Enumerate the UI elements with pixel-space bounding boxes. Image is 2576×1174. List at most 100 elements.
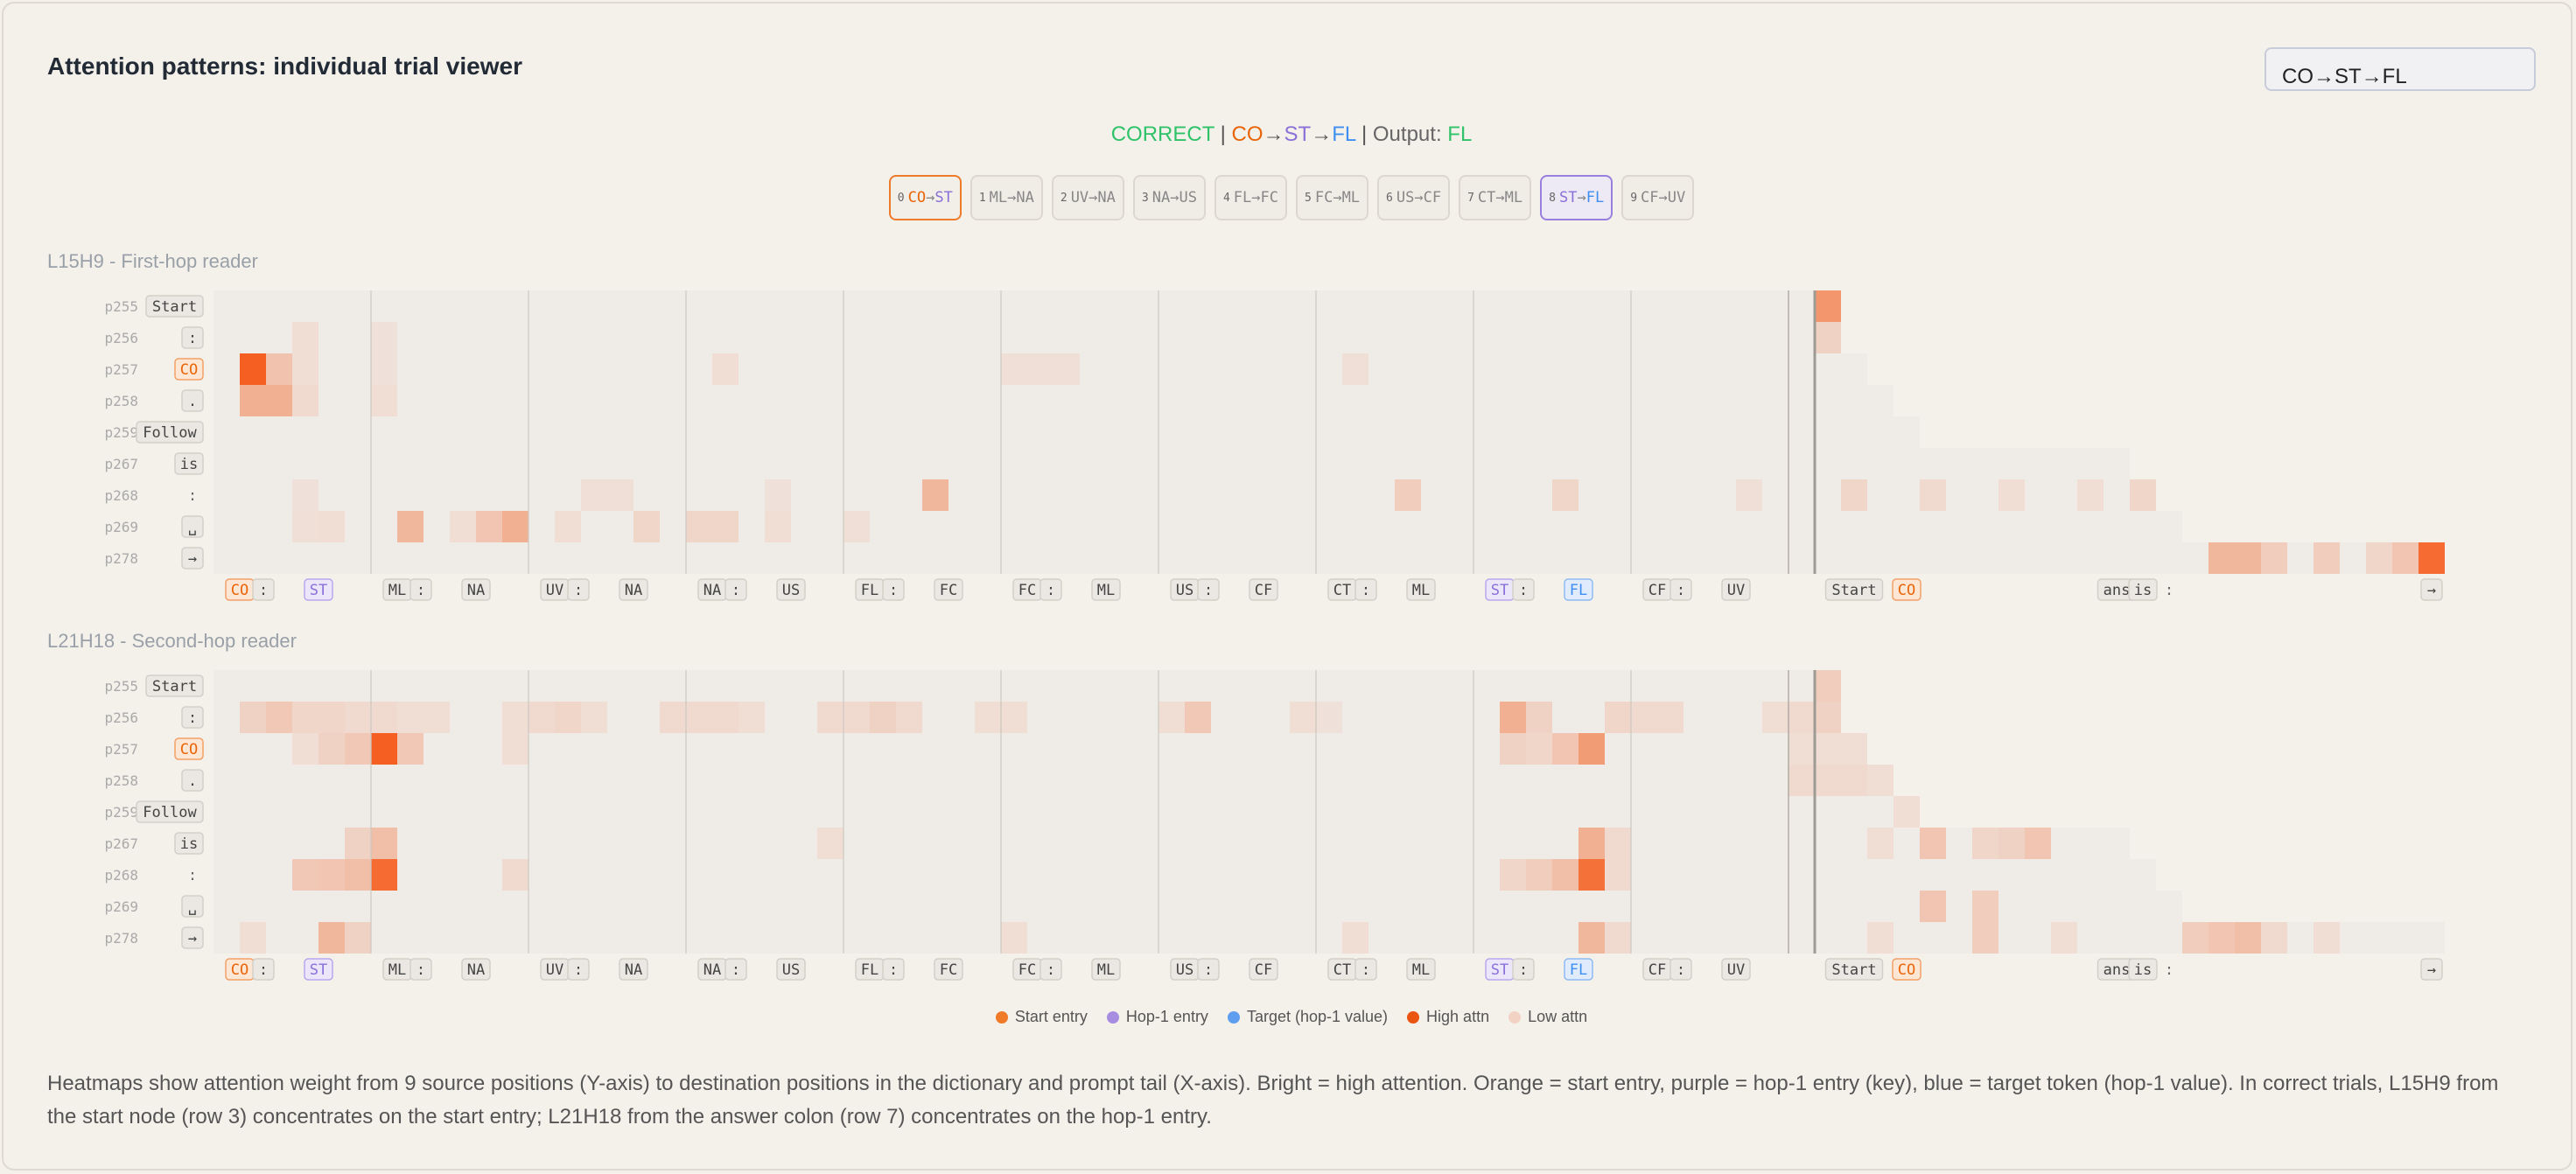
heat-cell: [450, 322, 476, 353]
trial-button-6[interactable]: 6 US → CF: [1377, 175, 1451, 220]
heat-cell: [1788, 765, 1815, 796]
heat-cell: [318, 891, 345, 922]
trial-button-8[interactable]: 8 ST → FL: [1540, 175, 1614, 220]
heat-cell: [1395, 765, 1421, 796]
token-text: ML: [1097, 582, 1115, 599]
heat-cell: [1552, 702, 1578, 733]
trial-button-3[interactable]: 3 NA → US: [1132, 175, 1206, 220]
heat-cell: [1605, 353, 1631, 385]
heat-cell: [1605, 733, 1631, 765]
heat-cell: [1027, 542, 1054, 574]
row-position: p268: [104, 867, 138, 884]
heat-cell: [1841, 891, 1867, 922]
token-text: FC: [1018, 961, 1036, 979]
heat-cell: [1946, 448, 1972, 479]
trial-selector[interactable]: CO→ST→FL: [2264, 47, 2536, 91]
heat-cell: [502, 542, 528, 574]
heat-cell: [1736, 322, 1762, 353]
heat-cell: [266, 511, 292, 542]
heat-cell: [1474, 542, 1500, 574]
heat-cell: [476, 416, 502, 448]
column-value: CF: [1249, 958, 1278, 981]
trial-button-9[interactable]: 9 CF → UV: [1621, 175, 1695, 220]
heat-cell: [686, 353, 712, 385]
heat-cell: [1054, 322, 1080, 353]
trial-button-2[interactable]: 2 UV → NA: [1051, 175, 1124, 220]
column-key: US: [1170, 958, 1200, 981]
heat-cell: [1631, 670, 1657, 702]
token-chip-bg: [252, 958, 275, 981]
token-text: Start: [152, 678, 197, 695]
heat-cell: [975, 322, 1001, 353]
heat-cell: [1027, 322, 1054, 353]
heat-cell: [476, 670, 502, 702]
heat-cell: [1001, 891, 1027, 922]
heat-cell: [844, 416, 870, 448]
token-text: :: [1676, 961, 1685, 979]
trial-button-7[interactable]: 7 CT → ML: [1459, 175, 1532, 220]
heat-cell: [1710, 448, 1736, 479]
column-key: FC: [1012, 578, 1042, 601]
heat-cell: [1578, 542, 1605, 574]
heat-cell: [1211, 859, 1237, 891]
heat-cell: [2025, 828, 2051, 859]
heat-cell: [1342, 922, 1368, 954]
heat-cell: [712, 290, 738, 322]
token-text: :: [188, 709, 197, 727]
heat-cell: [424, 448, 450, 479]
heat-cell: [1237, 448, 1264, 479]
heat-cell: [581, 542, 607, 574]
trial-button-4[interactable]: 4 FL → FC: [1214, 175, 1287, 220]
heat-cell: [2235, 922, 2261, 954]
heat-cell: [817, 511, 844, 542]
heat-cell: [1788, 733, 1815, 765]
heat-cell: [738, 859, 765, 891]
heat-cell: [712, 859, 738, 891]
trial-arrow: →: [1495, 189, 1505, 206]
heat-cell: [1552, 322, 1578, 353]
heat-cell: [870, 733, 896, 765]
heat-cell: [1474, 448, 1500, 479]
heat-cell: [1736, 448, 1762, 479]
heat-cell: [634, 290, 660, 322]
heat-cell: [1447, 542, 1474, 574]
heat-cell: [581, 702, 607, 733]
heat-cell: [1158, 322, 1185, 353]
heat-cell: [214, 828, 240, 859]
heat-cell: [948, 542, 975, 574]
heat-cell: [1736, 385, 1762, 416]
heat-cell: [1368, 353, 1395, 385]
heat-cell: [266, 542, 292, 574]
heat-cell: [1316, 479, 1342, 511]
heat-cell: [1342, 511, 1368, 542]
token-chip-bg: [724, 578, 747, 601]
heat-cell: [1158, 542, 1185, 574]
heat-cell: [634, 353, 660, 385]
heat-cell: [1211, 796, 1237, 828]
heat-cell: [397, 542, 424, 574]
heat-cell: [214, 479, 240, 511]
row-token: .: [181, 769, 204, 792]
heat-cell: [1185, 859, 1211, 891]
heat-cell: [292, 702, 318, 733]
heat-cell: [896, 511, 922, 542]
trial-button-5[interactable]: 5 FC → ML: [1296, 175, 1369, 220]
heat-cell: [1657, 416, 1684, 448]
chain-arrow: →: [1263, 122, 1284, 146]
chain-start: CO: [1231, 122, 1264, 146]
heat-cell: [1815, 322, 1841, 353]
heat-cell: [240, 859, 266, 891]
heat-cell: [318, 859, 345, 891]
token-text: ST: [310, 582, 327, 599]
heat-cell: [1054, 290, 1080, 322]
heat-cell: [607, 385, 634, 416]
column-value: ML: [1406, 958, 1436, 981]
heat-cell: [1736, 353, 1762, 385]
trial-button-1[interactable]: 1 ML → NA: [970, 175, 1043, 220]
heat-cell: [817, 479, 844, 511]
heat-cell: [1526, 733, 1552, 765]
heat-cell: [1158, 670, 1185, 702]
heat-cell: [607, 733, 634, 765]
heat-cell: [1762, 733, 1788, 765]
trial-button-0[interactable]: 0 CO → ST: [888, 175, 962, 220]
